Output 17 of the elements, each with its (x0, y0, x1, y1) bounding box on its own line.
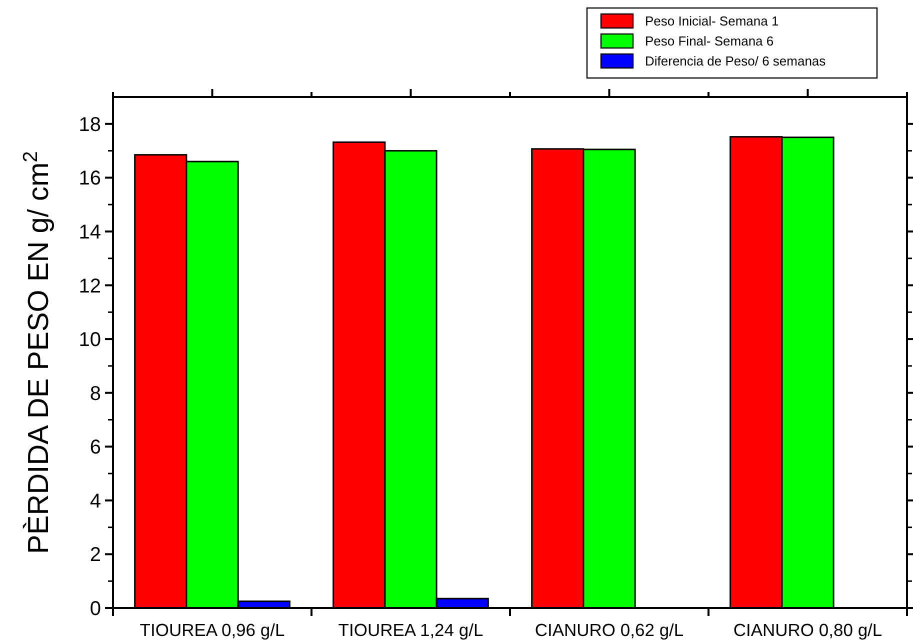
legend-label: Peso Inicial- Semana 1 (645, 14, 779, 29)
y-tick-label: 8 (90, 382, 101, 405)
y-tick-label: 14 (78, 221, 101, 244)
x-tick-label: CIANURO 0,80 g/L (733, 620, 882, 640)
y-tick-label: 16 (78, 168, 101, 190)
y-tick-label: 4 (90, 490, 101, 512)
legend-label: Diferencia de Peso/ 6 semanas (645, 54, 826, 69)
x-tick-label: TIOUREA 1,24 g/L (338, 620, 484, 640)
x-tick-label: TIOUREA 0,96 g/L (140, 620, 285, 640)
y-tick-label: 10 (78, 329, 101, 352)
y-tick-label: 0 (90, 598, 101, 620)
x-tick-label: CIANURO 0,62 g/L (534, 620, 684, 640)
y-tick-label: 12 (78, 275, 101, 298)
y-tick-label: 2 (90, 544, 101, 566)
y-tick-label: 6 (90, 436, 101, 459)
legend-label: Peso Final- Semana 6 (645, 34, 774, 49)
y-tick-label: 18 (78, 114, 101, 136)
